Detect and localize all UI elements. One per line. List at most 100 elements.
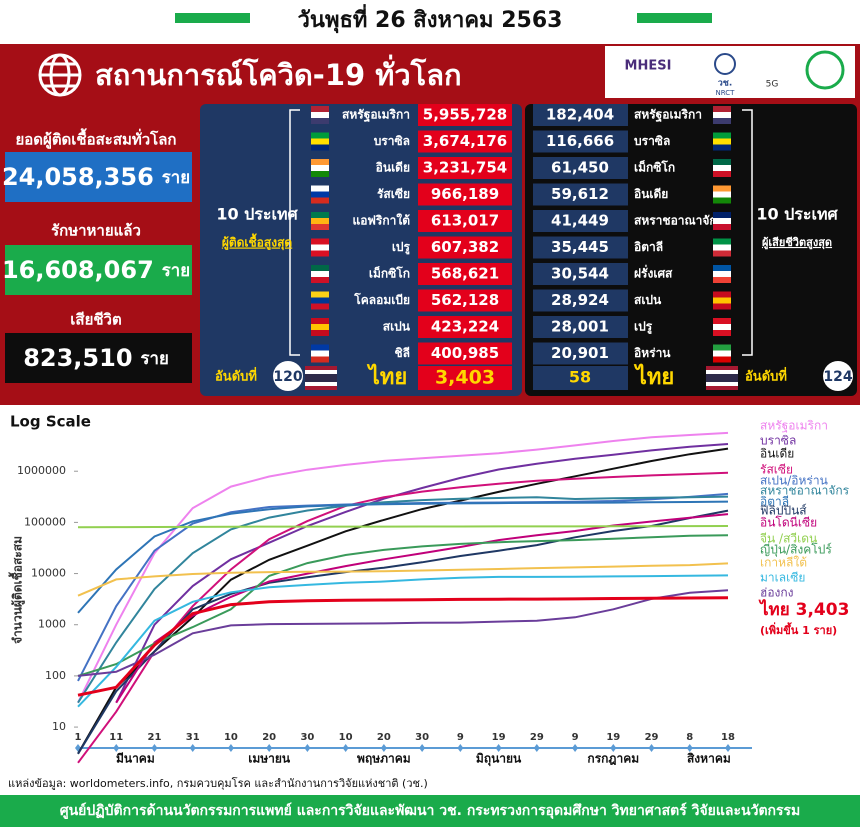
flag-stripe bbox=[713, 271, 731, 277]
thai-country: ไทย bbox=[367, 363, 407, 390]
flag-stripe bbox=[713, 344, 731, 351]
series-line bbox=[115, 513, 729, 704]
country: อิตาลี bbox=[634, 240, 663, 254]
series-line bbox=[77, 471, 729, 764]
y-tick-label: 1000 bbox=[38, 618, 66, 631]
value-box bbox=[418, 210, 512, 232]
logo-mark bbox=[805, 50, 845, 90]
x-tick-label: 30 bbox=[300, 732, 314, 743]
month-axis-marker bbox=[342, 744, 349, 752]
flag bbox=[713, 212, 731, 230]
x-tick-label: 9 bbox=[572, 732, 579, 743]
value-box bbox=[533, 263, 628, 285]
flag-stripe bbox=[713, 112, 731, 118]
series-line bbox=[77, 447, 729, 755]
flag-stripe bbox=[311, 291, 329, 298]
stat-box bbox=[5, 333, 192, 383]
flag bbox=[713, 265, 731, 283]
month-axis-marker bbox=[610, 744, 617, 752]
value-box bbox=[418, 342, 512, 365]
flag-stripe bbox=[713, 324, 731, 330]
flag-stripe bbox=[311, 197, 329, 204]
value-box bbox=[418, 263, 512, 285]
month-axis-marker bbox=[533, 744, 540, 752]
stat-unit: ราย bbox=[141, 348, 169, 368]
stat-box bbox=[5, 152, 192, 202]
country: แอฟริกาใต้ bbox=[352, 213, 410, 228]
flag-stripe bbox=[311, 318, 329, 324]
flag-stripe bbox=[311, 265, 329, 271]
country: เปรู bbox=[392, 240, 411, 255]
flag-stripe bbox=[713, 356, 731, 363]
stat-value: 16,608,067 ราย bbox=[2, 256, 190, 284]
y-tick-label: 100000 bbox=[24, 515, 66, 528]
flag-stripe bbox=[311, 238, 329, 245]
series-line bbox=[77, 525, 729, 529]
month-axis-marker bbox=[419, 744, 426, 752]
x-tick-label: 30 bbox=[415, 732, 429, 743]
thai-value: 58 bbox=[569, 368, 591, 387]
value-box bbox=[418, 183, 512, 206]
flag-stripe bbox=[713, 250, 731, 257]
flag-stripe bbox=[713, 144, 731, 151]
flag-stripe bbox=[706, 382, 738, 386]
stat-box bbox=[5, 245, 192, 295]
chart-area bbox=[0, 405, 860, 772]
flag bbox=[311, 291, 329, 310]
flag-stripe bbox=[311, 250, 329, 257]
logo: 5G bbox=[766, 80, 779, 90]
value: 568,621 bbox=[431, 265, 499, 283]
flag-stripe bbox=[311, 185, 329, 192]
flag-stripe bbox=[713, 185, 731, 192]
flag-stripe bbox=[713, 159, 731, 165]
logo-mark bbox=[714, 53, 736, 75]
flag-stripe bbox=[713, 165, 731, 171]
value: 400,985 bbox=[431, 344, 499, 362]
flag bbox=[713, 185, 731, 204]
logo: วช. bbox=[718, 79, 733, 89]
flag-stripe bbox=[311, 218, 329, 224]
series-label: ฮ่องกง bbox=[760, 586, 794, 600]
source: แหล่งข้อมูล: worldometers.info, กรมควบคุ… bbox=[8, 776, 428, 790]
value-box bbox=[533, 104, 628, 126]
flag bbox=[311, 265, 329, 283]
flag-stripe bbox=[311, 244, 329, 251]
flag-stripe bbox=[305, 374, 337, 378]
panel-heading: 10 ประเทศ bbox=[756, 205, 838, 224]
country: บราซิล bbox=[634, 134, 670, 148]
flag-stripe bbox=[706, 366, 738, 370]
flag-stripe bbox=[311, 297, 329, 304]
country: ฝรั่งเศส bbox=[634, 265, 673, 281]
value-box bbox=[418, 316, 512, 338]
flag-stripe bbox=[713, 330, 731, 336]
flag-stripe bbox=[713, 303, 731, 310]
x-tick-label: 19 bbox=[492, 732, 506, 743]
value-box bbox=[533, 289, 628, 312]
country: โคลอมเบีย bbox=[353, 292, 410, 307]
country: ชิลี bbox=[395, 346, 411, 360]
x-tick-label: 20 bbox=[262, 732, 276, 743]
value-box bbox=[533, 183, 628, 206]
series-label: สหรัฐอเมริกา bbox=[760, 419, 828, 433]
value-box bbox=[418, 366, 512, 390]
flag bbox=[311, 318, 329, 336]
banner-title: สถานการณ์โควิด-19 ทั่วโลก bbox=[95, 54, 462, 92]
flag-stripe bbox=[311, 344, 329, 351]
date: วันพุธที่ 26 สิงหาคม 2563 bbox=[298, 3, 563, 34]
x-tick-label: 19 bbox=[606, 732, 620, 743]
flag bbox=[713, 106, 731, 124]
x-tick-label: 10 bbox=[224, 732, 238, 743]
flag bbox=[311, 212, 329, 230]
value: 423,224 bbox=[431, 318, 499, 336]
value-box bbox=[533, 157, 628, 179]
country: อินเดีย bbox=[634, 187, 668, 201]
thai-country: ไทย bbox=[634, 363, 674, 390]
panel-heading: 10 ประเทศ bbox=[216, 205, 298, 224]
month-axis-marker bbox=[686, 744, 693, 752]
value: 28,924 bbox=[551, 291, 609, 309]
rank: 120 bbox=[273, 369, 302, 385]
flag-stripe bbox=[311, 112, 329, 118]
flag bbox=[311, 238, 329, 257]
